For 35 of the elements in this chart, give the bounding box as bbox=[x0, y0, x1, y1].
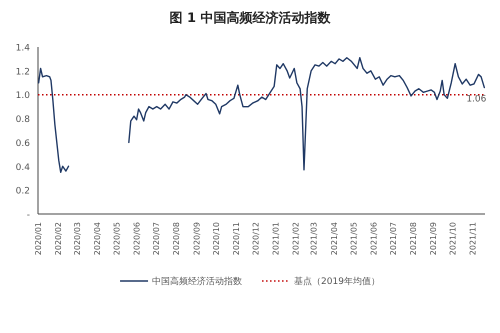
x-tick-label: 2020/08 bbox=[172, 222, 182, 256]
x-tick-label: 2020/07 bbox=[152, 222, 162, 256]
y-tick-label: 1.2 bbox=[16, 67, 30, 78]
x-tick-label: 2020/10 bbox=[212, 222, 221, 256]
chart-title: 图 1 中国高频经济活动指数 bbox=[169, 10, 332, 26]
x-tick-label: 2020/12 bbox=[251, 222, 260, 256]
x-tick-label: 2021/11 bbox=[468, 222, 478, 256]
x-tick-label: 2021/05 bbox=[349, 222, 358, 256]
x-tick-label: 2020/11 bbox=[232, 222, 241, 256]
annotation: 1.06 bbox=[466, 94, 487, 105]
y-tick-label: 0.6 bbox=[16, 138, 30, 149]
x-tick-label: 2020/01 bbox=[34, 222, 43, 256]
y-tick-label: 1.4 bbox=[16, 44, 30, 54]
x-tick-label: 2021/03 bbox=[310, 222, 319, 256]
y-tick-label: 0.8 bbox=[16, 115, 30, 126]
x-tick-label: 2020/06 bbox=[132, 222, 142, 256]
y-tick-label: - bbox=[26, 210, 30, 220]
x-tick-label: 2021/02 bbox=[292, 222, 301, 256]
x-tick-label: 2021/04 bbox=[330, 222, 339, 256]
x-tick-label: 2020/05 bbox=[112, 222, 122, 256]
legend-label: 基点（2019年均值） bbox=[294, 276, 380, 287]
x-tick-label: 2020/02 bbox=[54, 222, 64, 256]
x-tick-label: 2020/04 bbox=[93, 222, 102, 256]
x-tick-label: 2021/06 bbox=[369, 222, 378, 256]
y-tick-label: 1.0 bbox=[16, 91, 30, 102]
y-tick-label: 0.2 bbox=[16, 186, 30, 197]
x-tick-label: 2021/01 bbox=[271, 222, 280, 256]
x-tick-label: 2021/07 bbox=[388, 222, 398, 256]
legend-label: 中国高频经济活动指数 bbox=[152, 276, 242, 287]
x-tick-label: 2021/09 bbox=[429, 222, 438, 256]
x-tick-label: 2020/09 bbox=[192, 222, 202, 256]
x-tick-label: 2021/08 bbox=[408, 222, 418, 256]
x-tick-label: 2020/03 bbox=[72, 222, 82, 256]
x-tick-label: 2021/10 bbox=[448, 222, 458, 256]
y-tick-label: 0.4 bbox=[16, 162, 30, 173]
